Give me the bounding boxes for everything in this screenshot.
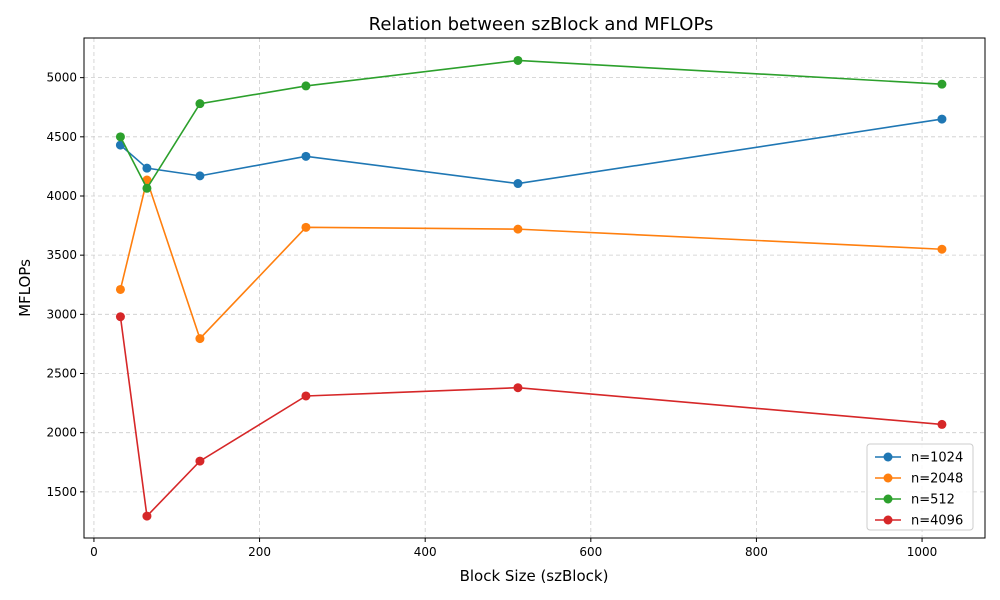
data-point (115, 132, 125, 142)
legend-item: n=2048 (875, 472, 963, 487)
data-point (142, 163, 152, 173)
y-tick-label: 4500 (46, 130, 77, 144)
series-n=2048 (115, 175, 947, 344)
chart-title: Relation between szBlock and MFLOPs (369, 14, 714, 35)
legend-box (866, 443, 974, 531)
x-tick-label: 800 (745, 545, 768, 559)
data-point (195, 456, 205, 466)
series-line (119, 316, 943, 518)
data-point (142, 183, 152, 193)
data-point (195, 171, 205, 181)
data-point (115, 312, 125, 322)
series-line (119, 118, 943, 185)
legend-item: n=1024 (875, 451, 963, 466)
y-axis-title: MFLOPs (16, 259, 34, 317)
data-point (195, 334, 205, 344)
legend-label: n=2048 (911, 472, 963, 487)
y-tick-label: 3000 (46, 307, 77, 321)
plot-frame (83, 37, 986, 539)
series-line (119, 59, 942, 190)
legend-swatch-marker (883, 515, 893, 525)
data-point (301, 151, 311, 161)
legend: n=1024 n=2048 n=512 n=4096 (866, 443, 974, 531)
data-point (513, 383, 523, 393)
legend-swatch-marker (883, 494, 893, 504)
x-tick-label: 0 (90, 545, 98, 559)
data-point (301, 391, 311, 401)
data-point (513, 224, 523, 234)
series-line (119, 177, 942, 341)
data-point (301, 222, 311, 232)
legend-label: n=1024 (911, 451, 963, 466)
series-layer (115, 55, 947, 521)
data-point (195, 99, 205, 109)
data-point (513, 55, 523, 65)
series-n=512 (115, 55, 947, 193)
data-point (937, 419, 947, 429)
x-axis-title: Block Size (szBlock) (460, 567, 609, 585)
legend-item: n=4096 (875, 514, 963, 529)
series-n=1024 (115, 114, 947, 189)
x-tick-label: 400 (414, 545, 437, 559)
legend-label: n=512 (911, 493, 955, 508)
x-tick-label: 200 (248, 545, 271, 559)
data-point (115, 284, 125, 294)
legend-swatch-marker (883, 473, 893, 483)
series-n=4096 (115, 312, 947, 521)
x-tick-label: 600 (579, 545, 602, 559)
legend-swatch-marker (883, 452, 893, 462)
y-tick-label: 2500 (46, 367, 77, 381)
data-point (937, 244, 947, 254)
x-tick-label: 1000 (907, 545, 938, 559)
data-point (142, 511, 152, 521)
data-point (937, 79, 947, 89)
y-tick-label: 4000 (46, 189, 77, 203)
data-point (301, 81, 311, 91)
y-tick-label: 5000 (46, 71, 77, 85)
y-tick-label: 2000 (46, 426, 77, 440)
axis-ticks: 0 200 400 600 800 1000 1500 2000 2500 3000 3500 400… (46, 71, 937, 559)
y-tick-label: 1500 (46, 485, 77, 499)
data-point (937, 114, 947, 124)
legend-label: n=4096 (911, 514, 963, 529)
data-point (513, 179, 523, 189)
legend-item: n=512 (875, 493, 955, 508)
y-tick-label: 3500 (46, 248, 77, 262)
